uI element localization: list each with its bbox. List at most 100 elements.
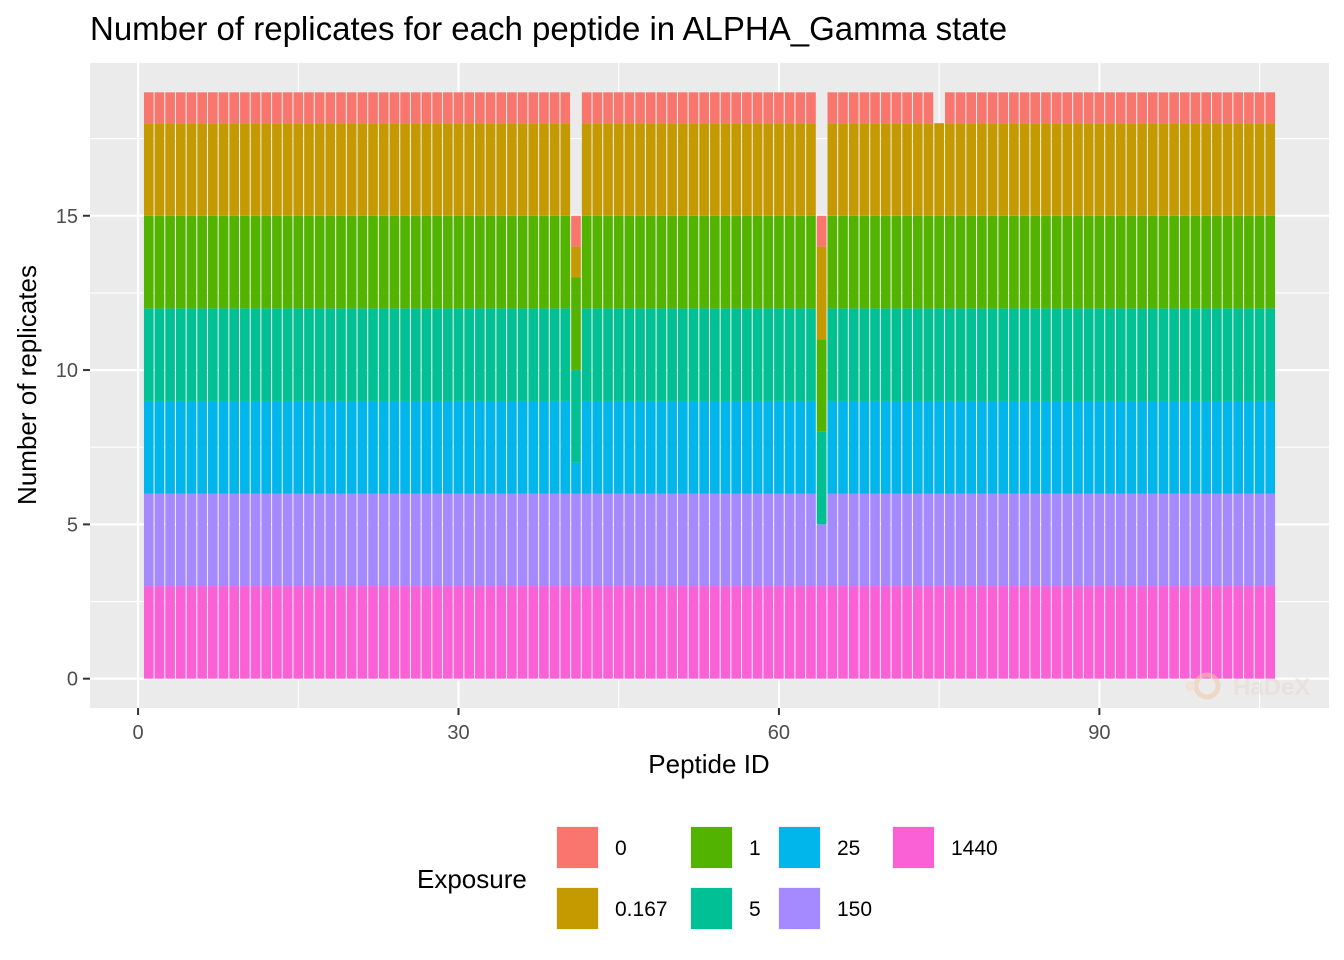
bar-segment xyxy=(496,400,507,494)
bar-segment xyxy=(635,586,645,679)
bar-segment xyxy=(955,215,966,309)
bar-segment xyxy=(784,586,795,679)
bar-segment xyxy=(1244,586,1254,679)
bar-segment xyxy=(1201,586,1211,679)
bar-segment xyxy=(667,586,677,679)
bar-segment xyxy=(1212,123,1222,216)
bar-segment xyxy=(720,400,731,494)
bar-segment xyxy=(880,215,891,309)
bar-segment xyxy=(816,431,827,525)
bar-segment xyxy=(613,215,624,309)
bar-segment xyxy=(603,92,613,124)
bar-segment xyxy=(667,215,677,309)
bar-segment xyxy=(1062,308,1073,401)
bar-segment xyxy=(1169,92,1179,124)
bar-segment xyxy=(1030,92,1041,124)
bar-segment xyxy=(784,400,795,494)
bar-segment xyxy=(304,586,314,679)
bar-segment xyxy=(688,215,699,309)
bar-segment xyxy=(304,215,314,309)
bar-segment xyxy=(1233,400,1244,494)
bar-segment xyxy=(592,92,603,124)
bar-segment xyxy=(966,92,976,124)
bar-segment xyxy=(314,215,325,309)
bar-segment xyxy=(912,400,923,494)
bar-segment xyxy=(945,400,955,494)
bar-segment xyxy=(656,586,667,679)
bar-segment xyxy=(1105,123,1115,216)
bar-segment xyxy=(774,215,784,309)
bar-segment xyxy=(143,308,154,401)
bar-segment xyxy=(1233,308,1244,401)
bar-segment xyxy=(218,493,229,587)
bar-segment xyxy=(1126,400,1137,494)
bar-segment xyxy=(485,586,496,679)
bar-segment xyxy=(1179,586,1190,679)
bar-segment xyxy=(998,123,1009,216)
bar-segment xyxy=(731,400,742,494)
bar-segment xyxy=(1073,586,1083,679)
bar-segment xyxy=(891,493,902,587)
bar-segment xyxy=(453,215,464,309)
bar-segment xyxy=(1126,308,1137,401)
bar-segment xyxy=(977,92,987,124)
bar-segment xyxy=(1115,400,1126,494)
bar-segment xyxy=(443,215,453,309)
bar-segment xyxy=(1051,123,1062,216)
bar-segment xyxy=(902,586,912,679)
bar-segment xyxy=(795,308,806,401)
bar-segment xyxy=(1094,493,1105,587)
bar-segment xyxy=(731,215,742,309)
bar-segment xyxy=(987,215,998,309)
bar-segment xyxy=(1222,586,1233,679)
bar-segment xyxy=(934,400,944,494)
bar-segment xyxy=(848,308,859,401)
bar-segment xyxy=(272,123,282,216)
bar-segment xyxy=(827,308,838,401)
bar-segment xyxy=(1158,586,1169,679)
y-tick-label: 15 xyxy=(56,206,78,228)
bar-segment xyxy=(282,215,293,309)
bar-segment xyxy=(902,493,912,587)
bar-segment xyxy=(272,493,282,587)
bar-segment xyxy=(720,92,731,124)
bar-segment xyxy=(752,400,763,494)
bar-segment xyxy=(613,308,624,401)
bar-segment xyxy=(368,123,378,216)
bar-segment xyxy=(987,400,998,494)
bar-segment xyxy=(229,400,240,494)
bar-segment xyxy=(891,123,902,216)
bar-segment xyxy=(859,123,870,216)
bar-segment xyxy=(485,493,496,587)
bar-segment xyxy=(165,400,175,494)
bar-segment xyxy=(336,92,346,124)
bar-segment xyxy=(154,215,165,309)
bar-segment xyxy=(613,123,624,216)
bar-segment xyxy=(496,586,507,679)
bar-segment xyxy=(945,586,955,679)
bar-segment xyxy=(485,215,496,309)
watermark-circle-icon xyxy=(1193,672,1221,700)
bar-segment xyxy=(838,215,848,309)
bar-segment xyxy=(624,215,635,309)
bar-segment xyxy=(410,123,421,216)
bar-segment xyxy=(507,308,517,401)
bar-segment xyxy=(784,123,795,216)
bar-segment xyxy=(955,308,966,401)
bar-segment xyxy=(945,123,955,216)
bar-segment xyxy=(165,586,175,679)
bar-segment xyxy=(870,493,880,587)
bar-segment xyxy=(1254,215,1265,309)
bar-segment xyxy=(143,586,154,679)
bar-segment xyxy=(410,400,421,494)
bar-segment xyxy=(1179,92,1190,124)
bar-segment xyxy=(539,586,549,679)
bar-segment xyxy=(645,586,656,679)
bar-segment xyxy=(154,308,165,401)
y-axis-title: Number of replicates xyxy=(12,265,42,505)
bar-segment xyxy=(1126,215,1137,309)
legend-label: 150 xyxy=(837,898,872,921)
bar-segment xyxy=(1201,123,1211,216)
bar-segment xyxy=(731,493,742,587)
bar-segment xyxy=(250,400,261,494)
